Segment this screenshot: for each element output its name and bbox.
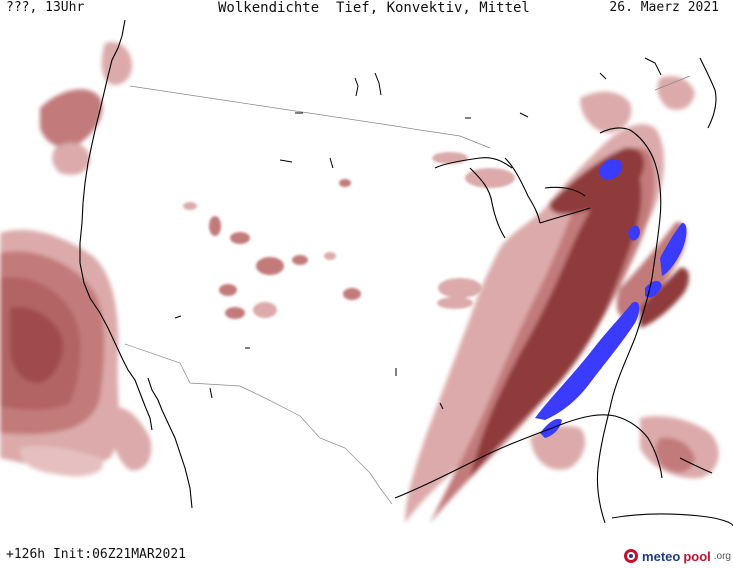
logo-text-meteo: meteo (642, 548, 681, 564)
pacific-cloud-field (0, 41, 152, 477)
logo-text-org: .org (713, 550, 731, 562)
map-header: ???, 13Uhr Wolkendichte Tief, Konvektiv,… (0, 0, 733, 18)
meteopool-logo[interactable]: meteo pool .org (623, 544, 731, 568)
valid-date-label: 26. Maerz 2021 (609, 0, 719, 15)
convective-cells (535, 158, 687, 438)
valid-time-label: ???, 13Uhr (6, 0, 85, 15)
map-footer: +126h Init:06Z21MAR2021 meteo pool .org (0, 527, 733, 566)
political-borders (124, 75, 691, 505)
map-title: Wolkendichte Tief, Konvektiv, Mittel (218, 0, 530, 16)
cloud-density-map (0, 19, 733, 526)
forecast-init-label: +126h Init:06Z21MAR2021 (6, 547, 187, 562)
lakes-and-islands (174, 57, 662, 410)
frontal-cloud-band (405, 76, 719, 523)
meteopool-logo-icon (624, 549, 639, 563)
logo-text-pool: pool (683, 548, 711, 564)
coastlines (79, 19, 733, 526)
